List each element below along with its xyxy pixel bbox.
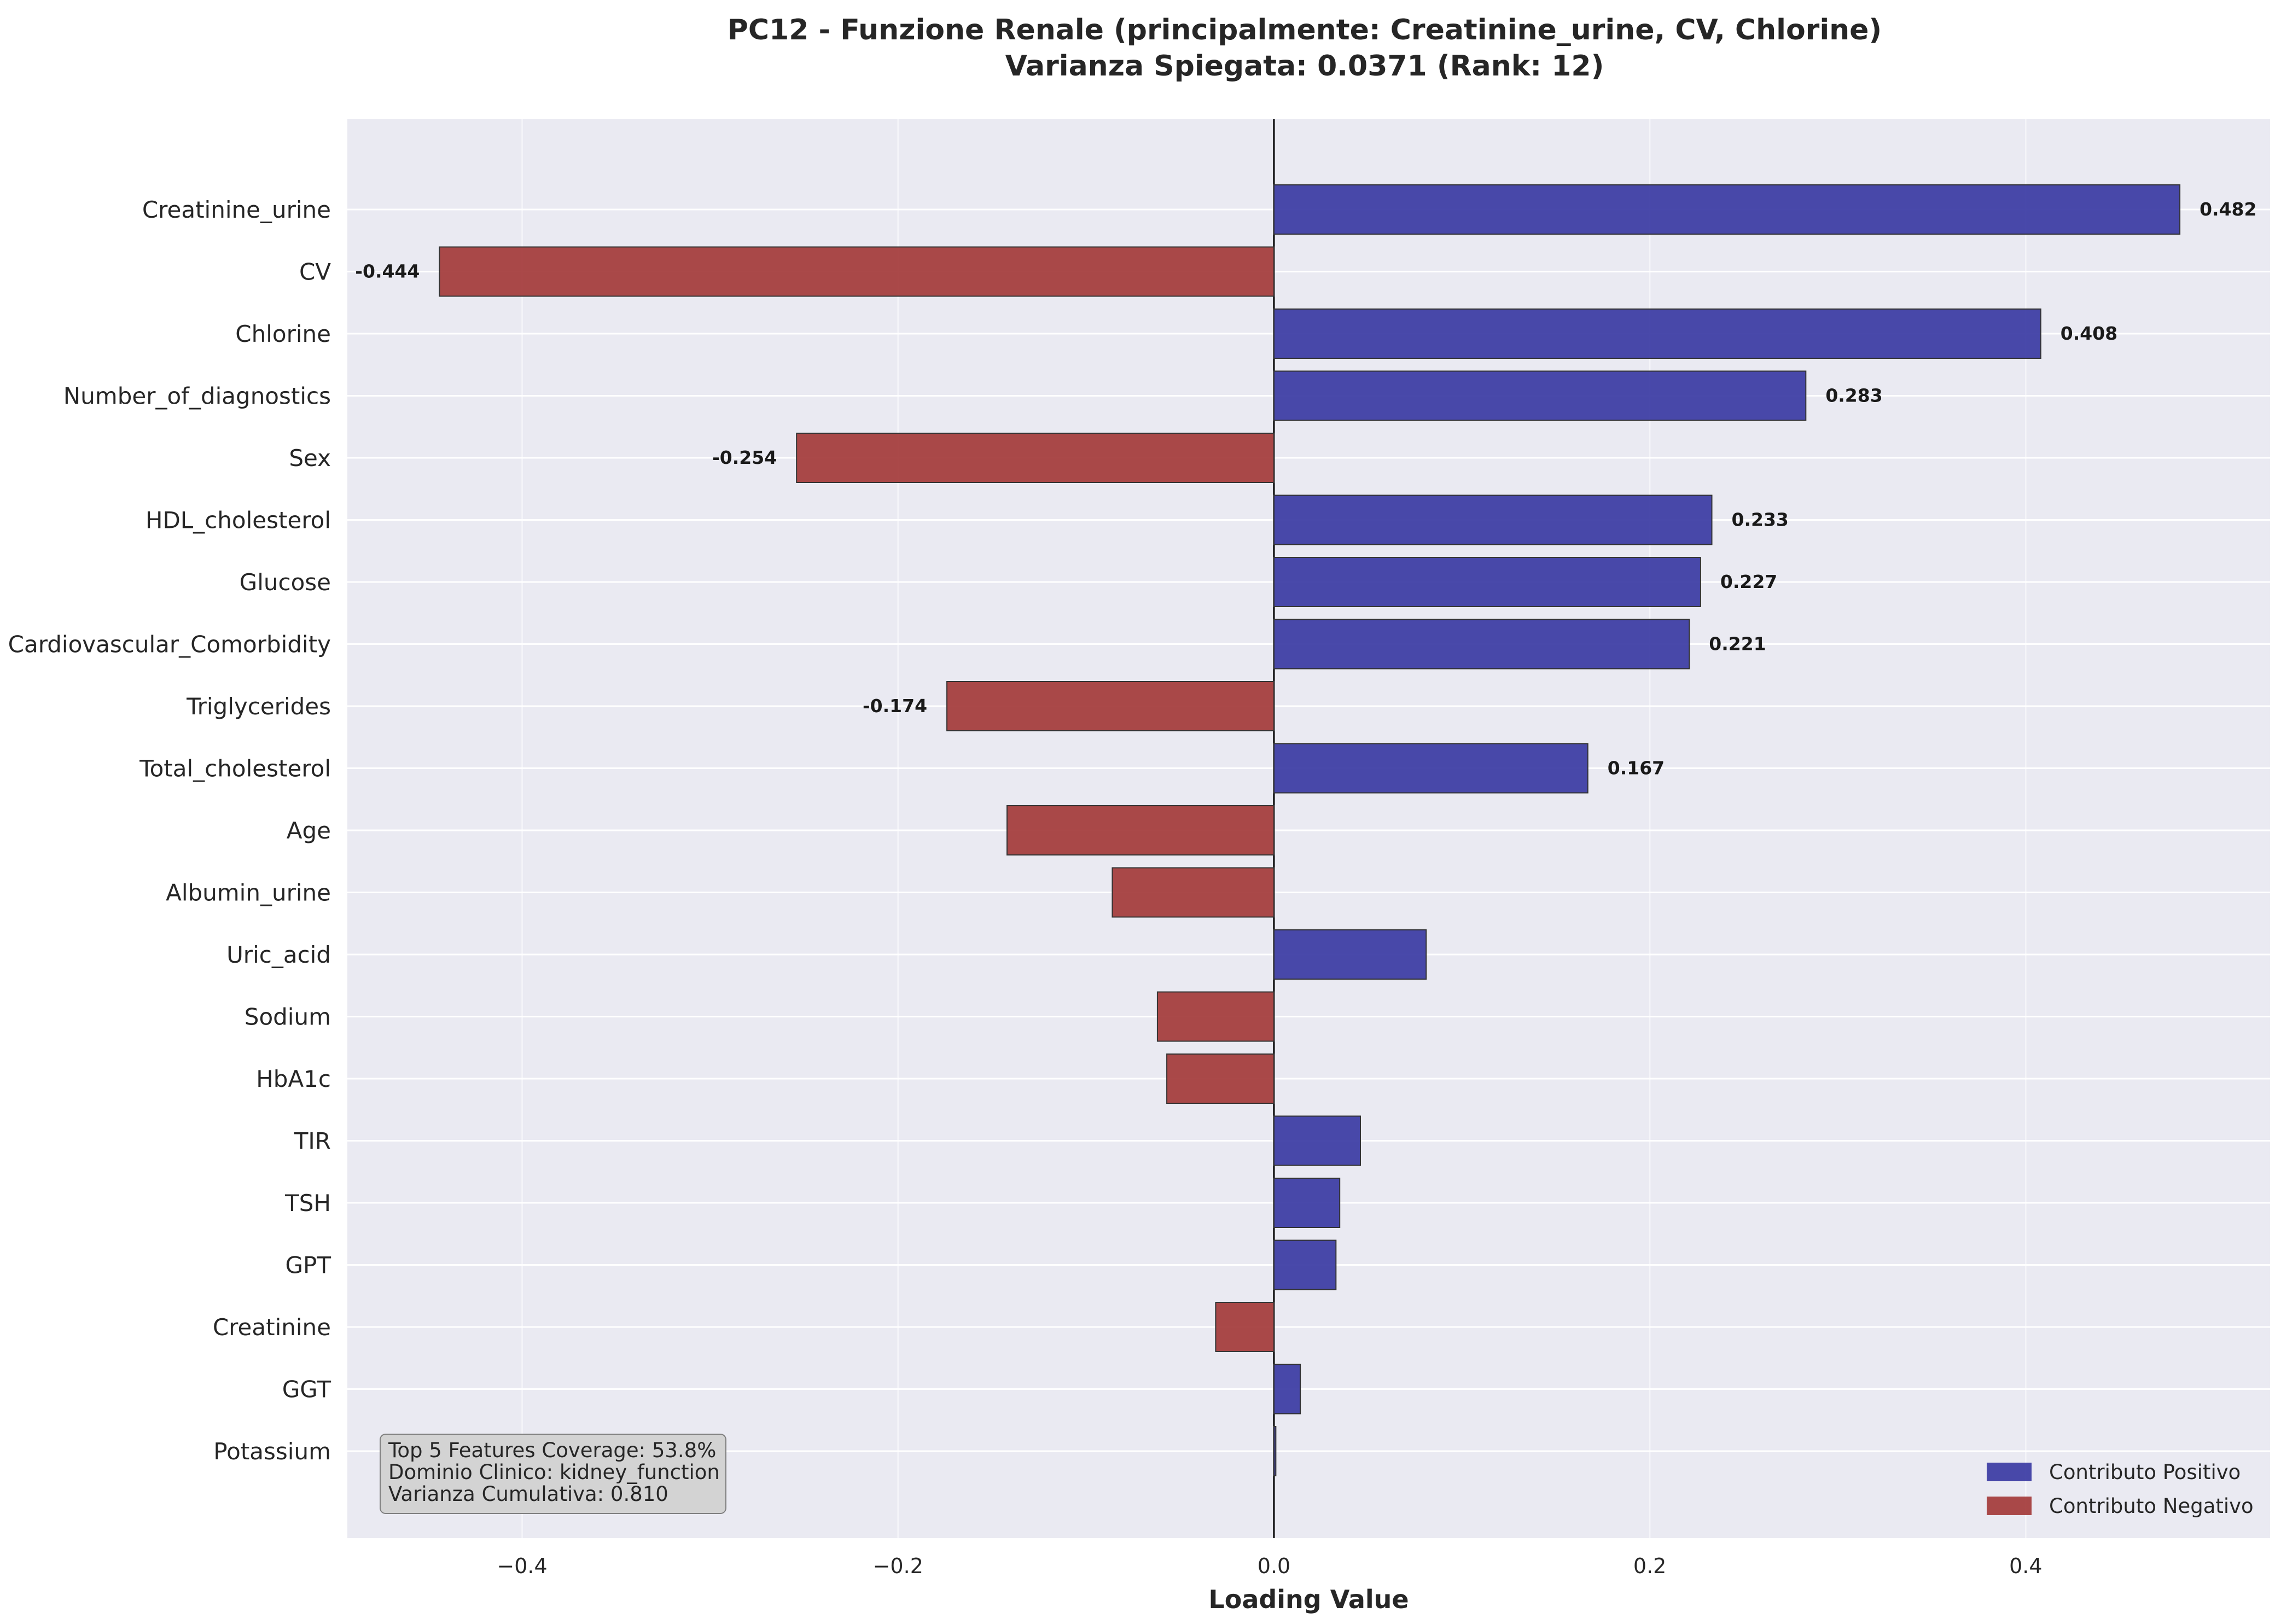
annotation-line: Top 5 Features Coverage: 53.8% — [388, 1439, 716, 1462]
legend-swatch — [1987, 1497, 2032, 1515]
bar-tir — [1273, 1115, 1361, 1166]
chart-subtitle: Varianza Spiegata: 0.0371 (Rank: 12) — [1005, 50, 1604, 83]
bar-value-label: 0.167 — [1608, 758, 1665, 779]
y-tick-label: Number_of_diagnostics — [63, 383, 331, 410]
bar-albumin-urine — [1112, 867, 1275, 918]
bar-gpt — [1273, 1239, 1337, 1290]
y-tick-label: Triglycerides — [186, 693, 331, 720]
bar-value-label: -0.444 — [355, 261, 420, 282]
chart-title: PC12 - Funzione Renale (principalmente: … — [728, 14, 1882, 46]
bar-value-label: 0.227 — [1720, 571, 1777, 592]
bar-triglycerides — [946, 681, 1275, 731]
y-tick-label: CV — [299, 259, 331, 286]
bar-potassium — [1273, 1426, 1277, 1476]
legend-label: Contributo Positivo — [2049, 1460, 2241, 1484]
bar-number-of-diagnostics — [1273, 370, 1807, 421]
bar-value-label: 0.283 — [1825, 385, 1882, 406]
bar-value-label: 0.408 — [2061, 323, 2117, 344]
bar-cv — [439, 246, 1275, 297]
x-tick-label: −0.4 — [497, 1554, 547, 1578]
y-tick-label: HDL_cholesterol — [146, 507, 331, 534]
bar-value-label: -0.174 — [863, 695, 927, 717]
bar-uric-acid — [1273, 929, 1427, 980]
y-tick-label: Sex — [289, 445, 331, 472]
x-tick-label: 0.0 — [1258, 1554, 1290, 1578]
bar-age — [1006, 805, 1275, 855]
y-tick-label: GGT — [282, 1376, 331, 1403]
y-tick-label: Sodium — [245, 1004, 331, 1031]
x-tick-label: −0.2 — [873, 1554, 923, 1578]
bar-hba1c — [1166, 1053, 1275, 1104]
legend: Contributo Positivo Contributo Negativo — [1987, 1460, 2254, 1518]
y-tick-label: Chlorine — [235, 321, 331, 347]
y-tick-label: HbA1c — [256, 1066, 331, 1092]
y-tick-label: Creatinine — [213, 1314, 331, 1341]
x-axis-label: Loading Value — [1208, 1585, 1409, 1614]
annotation-background — [380, 1434, 726, 1514]
y-tick-label: Glucose — [240, 569, 331, 596]
bar-glucose — [1273, 557, 1701, 607]
bar-chlorine — [1273, 308, 2041, 359]
bar-sex — [796, 433, 1275, 483]
bar-value-label: 0.221 — [1709, 633, 1766, 655]
y-tick-label: TIR — [294, 1128, 331, 1155]
bar-ggt — [1273, 1364, 1301, 1415]
x-tick-label: 0.4 — [2009, 1554, 2042, 1578]
info-annotation-box: Top 5 Features Coverage: 53.8%Dominio Cl… — [380, 1434, 726, 1514]
x-tick-label: 0.2 — [1633, 1554, 1666, 1578]
y-tick-label: Albumin_urine — [166, 880, 331, 906]
y-tick-label: TSH — [284, 1190, 331, 1216]
bar-value-label: 0.233 — [1732, 509, 1789, 531]
y-tick-label: Age — [287, 817, 331, 844]
y-tick-label: Total_cholesterol — [139, 755, 331, 782]
legend-swatch — [1987, 1463, 2032, 1481]
legend-label: Contributo Negativo — [2049, 1494, 2254, 1518]
annotation-line: Dominio Clinico: kidney_function — [388, 1460, 720, 1484]
bar-creatinine-urine — [1273, 184, 2181, 235]
y-tick-label: Cardiovascular_Comorbidity — [8, 631, 331, 658]
annotation-line: Varianza Cumulativa: 0.810 — [388, 1482, 668, 1506]
y-tick-label: Uric_acid — [226, 941, 331, 968]
bar-total-cholesterol — [1273, 743, 1588, 794]
bar-sodium — [1156, 991, 1275, 1042]
bar-hdl-cholesterol — [1273, 494, 1713, 545]
bar-value-label: 0.482 — [2199, 199, 2256, 220]
bar-value-label: -0.254 — [712, 447, 777, 468]
y-tick-label: Potassium — [213, 1438, 331, 1465]
bar-tsh — [1273, 1178, 1341, 1228]
bar-creatinine — [1215, 1302, 1275, 1352]
y-tick-label: Creatinine_urine — [142, 196, 331, 223]
y-tick-label: GPT — [285, 1252, 331, 1279]
bar-cardiovascular-comorbidity — [1273, 619, 1690, 670]
